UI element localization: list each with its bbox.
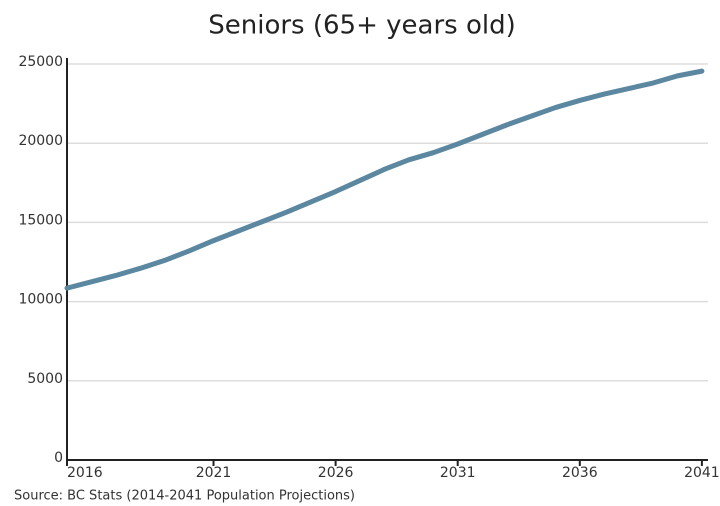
x-tick-label: 2026 — [318, 465, 354, 481]
y-tick-label: 5000 — [27, 371, 63, 387]
x-tick-label: 2041 — [684, 465, 720, 481]
y-tick-label: 20000 — [18, 133, 63, 149]
y-tick-label: 0 — [54, 450, 63, 466]
x-tick-label: 2031 — [440, 465, 476, 481]
x-tick-label: 2036 — [562, 465, 598, 481]
y-tick-label: 15000 — [18, 212, 63, 228]
y-tick-label: 10000 — [18, 292, 63, 308]
chart-title: Seniors (65+ years old) — [208, 11, 515, 41]
x-tick-label: 2016 — [67, 465, 103, 481]
data-line — [64, 68, 705, 291]
y-tick-label: 25000 — [18, 54, 63, 70]
source-note: Source: BC Stats (2014-2041 Population P… — [14, 489, 355, 504]
x-tick-label: 2021 — [196, 465, 232, 481]
